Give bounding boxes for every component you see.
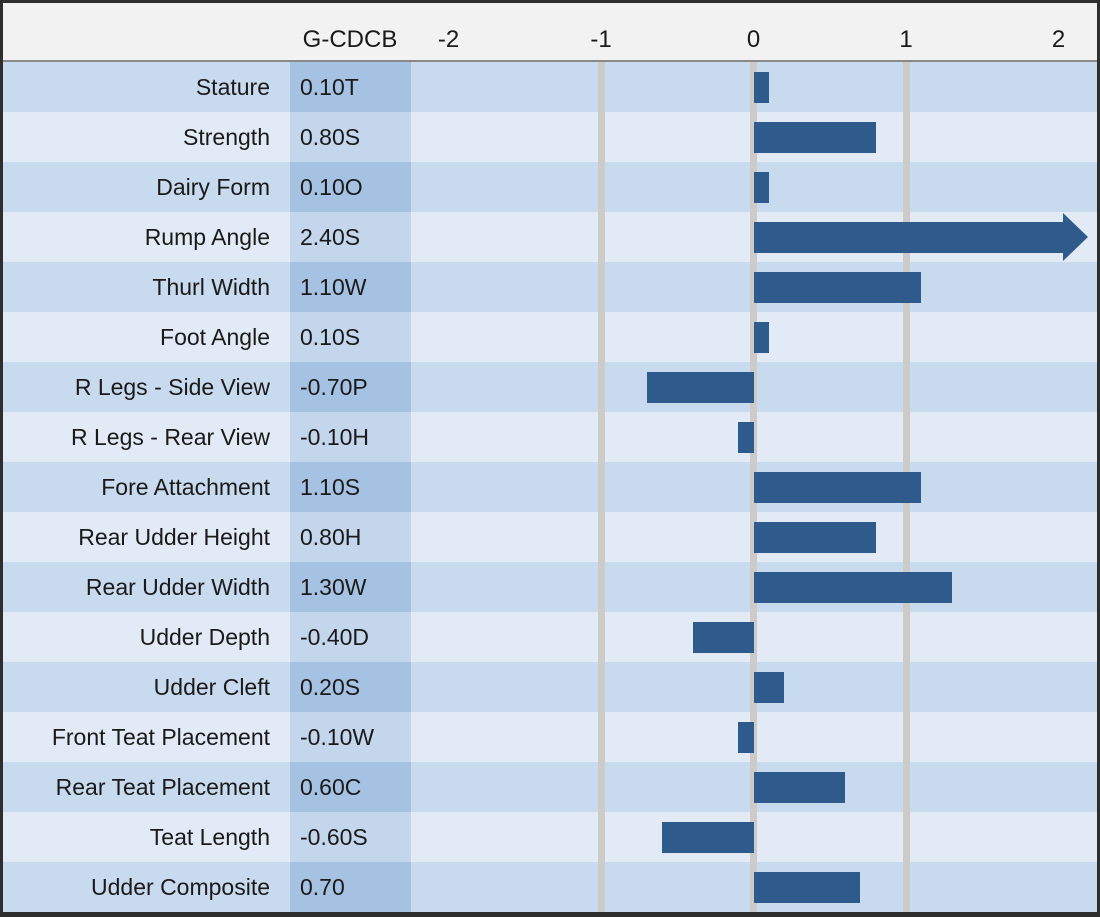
trait-label: Dairy Form <box>3 162 290 212</box>
table-row: Udder Depth -0.40D <box>3 612 1097 662</box>
gridline <box>597 62 605 912</box>
trait-label: Thurl Width <box>3 262 290 312</box>
table-row: Stature 0.10T <box>3 62 1097 112</box>
table-row: Udder Composite 0.70 <box>3 862 1097 912</box>
overflow-arrow-icon <box>1062 213 1088 261</box>
trait-value: -0.10H <box>290 412 411 462</box>
bar <box>753 213 1088 261</box>
x-axis-tick: -1 <box>590 26 612 53</box>
bar <box>753 171 769 203</box>
trait-label: Front Teat Placement <box>3 712 290 762</box>
bar <box>692 621 754 653</box>
table-row: Rear Udder Width 1.30W <box>3 562 1097 612</box>
x-axis-tick: 0 <box>746 26 761 53</box>
value-column-header: G-CDCB <box>302 26 398 53</box>
trait-value: -0.60S <box>290 812 411 862</box>
bar <box>738 721 754 753</box>
trait-label: Rear Teat Placement <box>3 762 290 812</box>
trait-value: 0.10S <box>290 312 411 362</box>
x-axis-tick: 2 <box>1051 26 1066 53</box>
trait-label: Stature <box>3 62 290 112</box>
trait-rows: Stature 0.10T Strength 0.80S Dairy Form 0.10O… <box>3 62 1097 912</box>
table-row: Dairy Form 0.10O <box>3 162 1097 212</box>
trait-label: Foot Angle <box>3 312 290 362</box>
trait-value: 0.10O <box>290 162 411 212</box>
table-row: Front Teat Placement -0.10W <box>3 712 1097 762</box>
trait-label: R Legs - Rear View <box>3 412 290 462</box>
bar <box>753 271 922 303</box>
table-row: Teat Length -0.60S <box>3 812 1097 862</box>
table-row: Rear Udder Height 0.80H <box>3 512 1097 562</box>
trait-label: Strength <box>3 112 290 162</box>
table-row: Rear Teat Placement 0.60C <box>3 762 1097 812</box>
table-row: Thurl Width 1.10W <box>3 262 1097 312</box>
chart-body: Stature 0.10T Strength 0.80S Dairy Form 0.10O… <box>3 62 1097 912</box>
trait-value: 0.10T <box>290 62 411 112</box>
trait-value: 0.20S <box>290 662 411 712</box>
trait-value: 0.60C <box>290 762 411 812</box>
trait-value: -0.40D <box>290 612 411 662</box>
trait-label: Udder Cleft <box>3 662 290 712</box>
bar <box>738 421 754 453</box>
bar <box>753 121 876 153</box>
bar <box>662 821 754 853</box>
trait-label: Teat Length <box>3 812 290 862</box>
trait-value: 1.10S <box>290 462 411 512</box>
trait-value: 0.80S <box>290 112 411 162</box>
trait-value: 0.70 <box>290 862 411 912</box>
table-row: Udder Cleft 0.20S <box>3 662 1097 712</box>
x-axis-tick: 1 <box>899 26 913 53</box>
table-row: R Legs - Rear View -0.10H <box>3 412 1097 462</box>
bar <box>753 571 952 603</box>
trait-label: Udder Composite <box>3 862 290 912</box>
trait-value: 1.10W <box>290 262 411 312</box>
trait-label: Rear Udder Height <box>3 512 290 562</box>
table-row: Rump Angle 2.40S <box>3 212 1097 262</box>
table-row: R Legs - Side View -0.70P <box>3 362 1097 412</box>
bar <box>753 71 769 103</box>
bar <box>646 371 754 403</box>
trait-label: R Legs - Side View <box>3 362 290 412</box>
table-row: Foot Angle 0.10S <box>3 312 1097 362</box>
trait-value: 1.30W <box>290 562 411 612</box>
bar <box>753 671 784 703</box>
table-row: Fore Attachment 1.10S <box>3 462 1097 512</box>
trait-value: -0.10W <box>290 712 411 762</box>
trait-label: Fore Attachment <box>3 462 290 512</box>
trait-value: -0.70P <box>290 362 411 412</box>
bar <box>753 321 769 353</box>
bar <box>753 871 861 903</box>
table-row: Strength 0.80S <box>3 112 1097 162</box>
trait-value: 2.40S <box>290 212 411 262</box>
bar <box>753 471 922 503</box>
bar <box>753 521 876 553</box>
x-axis-tick: -2 <box>437 26 460 53</box>
chart-header: G-CDCB -2 -1 0 1 2 <box>3 3 1097 62</box>
trait-value: 0.80H <box>290 512 411 562</box>
trait-label: Udder Depth <box>3 612 290 662</box>
trait-label: Rump Angle <box>3 212 290 262</box>
trait-label: Rear Udder Width <box>3 562 290 612</box>
bar <box>753 771 845 803</box>
